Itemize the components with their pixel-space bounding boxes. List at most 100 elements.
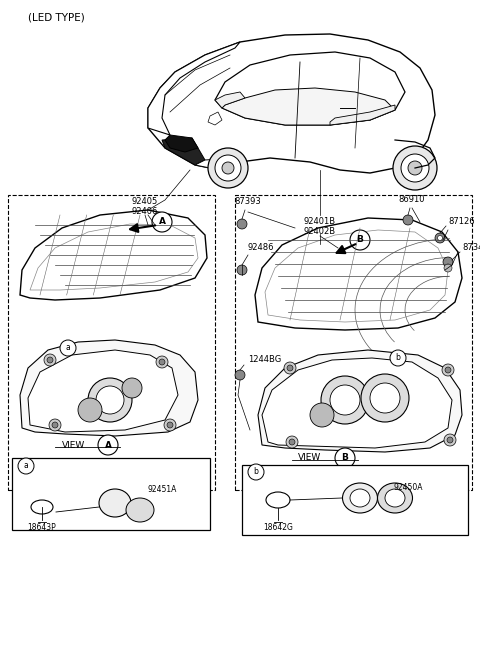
Polygon shape bbox=[20, 210, 207, 300]
Circle shape bbox=[208, 148, 248, 188]
Ellipse shape bbox=[266, 492, 290, 508]
Circle shape bbox=[444, 434, 456, 446]
Text: 92486: 92486 bbox=[248, 244, 275, 252]
Circle shape bbox=[286, 436, 298, 448]
Circle shape bbox=[98, 435, 118, 455]
Text: 92405: 92405 bbox=[132, 197, 158, 207]
Text: 92451A: 92451A bbox=[147, 485, 177, 495]
Circle shape bbox=[49, 419, 61, 431]
Bar bbox=[12, 458, 210, 530]
Circle shape bbox=[350, 230, 370, 250]
Text: 92402B: 92402B bbox=[304, 228, 336, 236]
Text: 87343A: 87343A bbox=[462, 244, 480, 252]
Bar bbox=[8, 195, 215, 490]
Text: 18642G: 18642G bbox=[263, 523, 293, 533]
Circle shape bbox=[401, 154, 429, 182]
Ellipse shape bbox=[377, 483, 412, 513]
Text: 1244BG: 1244BG bbox=[248, 355, 281, 365]
Text: VIEW: VIEW bbox=[62, 440, 85, 450]
Polygon shape bbox=[215, 92, 245, 108]
Text: 92401B: 92401B bbox=[304, 218, 336, 226]
Polygon shape bbox=[222, 88, 395, 125]
Text: 87393: 87393 bbox=[235, 197, 262, 207]
Circle shape bbox=[44, 354, 56, 366]
Polygon shape bbox=[258, 350, 462, 452]
Circle shape bbox=[370, 383, 400, 413]
Polygon shape bbox=[20, 340, 198, 436]
Circle shape bbox=[330, 385, 360, 415]
Circle shape bbox=[435, 233, 445, 243]
Circle shape bbox=[88, 378, 132, 422]
Polygon shape bbox=[162, 138, 205, 165]
Circle shape bbox=[403, 215, 413, 225]
Circle shape bbox=[235, 370, 245, 380]
Circle shape bbox=[215, 155, 241, 181]
Ellipse shape bbox=[99, 489, 131, 517]
Ellipse shape bbox=[31, 500, 53, 514]
Ellipse shape bbox=[343, 483, 377, 513]
Bar bbox=[235, 195, 472, 490]
Polygon shape bbox=[148, 34, 435, 173]
Circle shape bbox=[248, 464, 264, 480]
Circle shape bbox=[164, 419, 176, 431]
Circle shape bbox=[408, 161, 422, 175]
Circle shape bbox=[156, 356, 168, 368]
Circle shape bbox=[52, 422, 58, 428]
Circle shape bbox=[47, 357, 53, 363]
Circle shape bbox=[18, 458, 34, 474]
Circle shape bbox=[447, 437, 453, 443]
Text: b: b bbox=[253, 467, 258, 477]
Text: 92450A: 92450A bbox=[393, 483, 423, 493]
Circle shape bbox=[442, 364, 454, 376]
Ellipse shape bbox=[385, 489, 405, 507]
Circle shape bbox=[443, 257, 453, 267]
Circle shape bbox=[390, 350, 406, 366]
Text: (LED TYPE): (LED TYPE) bbox=[28, 12, 85, 22]
Circle shape bbox=[287, 365, 293, 371]
Text: b: b bbox=[396, 353, 400, 363]
Circle shape bbox=[96, 386, 124, 414]
Bar bbox=[242, 465, 468, 535]
Circle shape bbox=[393, 146, 437, 190]
Circle shape bbox=[159, 359, 165, 365]
Polygon shape bbox=[330, 105, 395, 125]
Text: 86910: 86910 bbox=[399, 195, 425, 205]
Polygon shape bbox=[208, 112, 222, 125]
Circle shape bbox=[237, 265, 247, 275]
Polygon shape bbox=[28, 350, 178, 432]
Circle shape bbox=[310, 403, 334, 427]
Polygon shape bbox=[215, 52, 405, 125]
Circle shape bbox=[335, 448, 355, 468]
Polygon shape bbox=[165, 135, 198, 152]
Polygon shape bbox=[195, 158, 240, 168]
Polygon shape bbox=[262, 358, 452, 448]
Text: A: A bbox=[158, 218, 166, 226]
Text: B: B bbox=[342, 454, 348, 463]
Circle shape bbox=[289, 439, 295, 445]
Text: VIEW: VIEW bbox=[298, 454, 321, 463]
Text: 87126: 87126 bbox=[448, 218, 475, 226]
Circle shape bbox=[237, 219, 247, 229]
Ellipse shape bbox=[350, 489, 370, 507]
Circle shape bbox=[78, 398, 102, 422]
Circle shape bbox=[284, 362, 296, 374]
Circle shape bbox=[122, 378, 142, 398]
Text: a: a bbox=[66, 343, 71, 353]
Text: 18643P: 18643P bbox=[28, 523, 56, 531]
Text: B: B bbox=[357, 236, 363, 244]
Polygon shape bbox=[148, 42, 240, 135]
Circle shape bbox=[445, 367, 451, 373]
Circle shape bbox=[176, 139, 188, 151]
Circle shape bbox=[437, 236, 443, 240]
Circle shape bbox=[321, 376, 369, 424]
Ellipse shape bbox=[126, 498, 154, 522]
Circle shape bbox=[361, 374, 409, 422]
Circle shape bbox=[152, 212, 172, 232]
Circle shape bbox=[222, 162, 234, 174]
Text: A: A bbox=[105, 440, 111, 450]
Circle shape bbox=[444, 264, 452, 272]
Circle shape bbox=[60, 340, 76, 356]
Circle shape bbox=[167, 422, 173, 428]
Text: a: a bbox=[24, 461, 28, 471]
Text: 92406: 92406 bbox=[132, 207, 158, 216]
